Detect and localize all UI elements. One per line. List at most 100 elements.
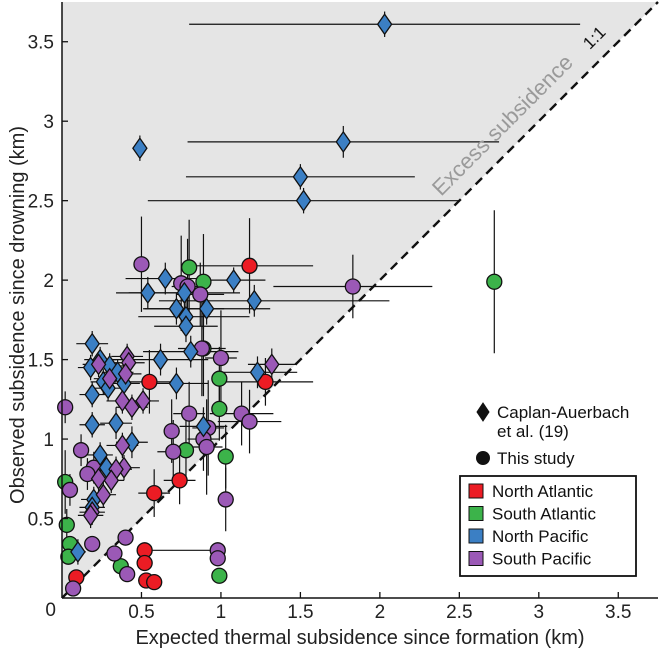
south-atlantic-circle-point <box>211 400 228 418</box>
south-pacific-circle-point <box>57 399 74 416</box>
south-pacific-circle-point <box>241 413 258 430</box>
north-atlantic-circle-point <box>136 554 153 572</box>
y-tick-label: 1.5 <box>28 351 54 372</box>
north-pacific-diamond-point <box>157 267 174 290</box>
south-pacific-circle-point <box>165 443 182 460</box>
south-pacific-circle-point <box>163 422 180 440</box>
south-atlantic-circle-point <box>211 567 228 584</box>
south-pacific-circle-point <box>133 256 150 273</box>
north-pacific-diamond-point <box>132 137 148 160</box>
south-pacific-diamond-point <box>82 504 99 527</box>
north-atlantic-circle-point <box>146 484 163 502</box>
north-pacific-diamond-point <box>225 268 242 292</box>
y-tick-label: 2.5 <box>28 192 54 213</box>
legend-circle-text: This study <box>497 449 575 468</box>
y-tick-label: 1 <box>43 430 54 451</box>
x-axis-label: Expected thermal subsidence since format… <box>135 627 584 649</box>
origin-label: 0 <box>45 600 56 621</box>
south-pacific-diamond-point <box>90 467 107 490</box>
legend-entry-label: North Atlantic <box>492 482 594 501</box>
south-atlantic-circle-point <box>486 273 503 290</box>
south-pacific-circle-point <box>212 349 230 367</box>
south-atlantic-circle-point <box>58 516 75 534</box>
axes: 0.5 1 1.5 2 2.5 3 3.5 0.5 1 1.5 2 2.5 3 3.5 0 <box>28 2 658 623</box>
south-atlantic-circle-point <box>217 448 234 465</box>
south-pacific-circle-point <box>72 442 90 459</box>
north-pacific-diamond-point <box>84 383 100 406</box>
south-pacific-diamond-point <box>103 469 120 492</box>
north-atlantic-circle-point <box>141 373 158 391</box>
south-pacific-circle-point <box>209 550 226 567</box>
south-pacific-diamond-point <box>95 483 112 506</box>
y-tick-label: 3 <box>43 112 54 133</box>
legend-diamond-text: et al. (19) <box>497 422 569 441</box>
north-pacific-diamond-point <box>84 413 100 436</box>
one-to-one-line <box>61 1 659 599</box>
south-pacific-diamond-point <box>101 367 118 390</box>
north-pacific-diamond-point <box>176 281 193 304</box>
legend-swatch <box>468 483 484 499</box>
north-pacific-diamond-point <box>295 189 312 212</box>
x-tick-label: 3.5 <box>605 602 631 623</box>
north-pacific-diamond-point <box>140 281 156 304</box>
x-tick-label: 1.5 <box>287 602 313 623</box>
legend-entry-label: South Atlantic <box>492 505 596 524</box>
south-pacific-circle-point <box>117 529 134 546</box>
legend-diamond-icon <box>476 402 490 422</box>
south-pacific-diamond-point <box>135 389 151 413</box>
north-atlantic-circle-point <box>171 472 188 489</box>
region-legend-box <box>459 475 637 577</box>
north-pacific-diamond-point <box>195 415 212 438</box>
south-pacific-circle-point <box>64 580 82 597</box>
south-pacific-circle-point <box>192 286 209 303</box>
south-pacific-diamond-point <box>117 362 134 386</box>
x-tick-label: 0.5 <box>128 602 154 623</box>
x-tick-label: 2 <box>375 602 386 623</box>
data-points <box>57 13 503 597</box>
north-pacific-diamond-point <box>152 348 169 371</box>
y-tick-label: 2 <box>43 271 54 292</box>
north-pacific-diamond-point <box>335 130 352 153</box>
north-pacific-diamond-point <box>70 540 86 564</box>
south-pacific-circle-point <box>61 481 79 499</box>
x-tick-label: 1 <box>216 602 227 623</box>
south-pacific-diamond-point <box>90 353 107 376</box>
legend-diamond-text: Caplan-Auerbach <box>497 403 629 422</box>
north-pacific-diamond-point <box>108 412 124 435</box>
north-pacific-diamond-point <box>178 315 194 338</box>
legend-swatch <box>468 551 484 566</box>
north-atlantic-circle-point <box>146 573 163 591</box>
x-tick-label: 2.5 <box>446 602 472 623</box>
north-pacific-diamond-point <box>249 361 266 384</box>
north-pacific-diamond-point <box>182 340 199 363</box>
north-atlantic-circle-point <box>241 257 258 274</box>
north-pacific-diamond-point <box>376 13 393 36</box>
y-tick-label: 3.5 <box>28 33 54 54</box>
north-pacific-diamond-point <box>292 165 309 188</box>
south-pacific-circle-point <box>344 278 361 295</box>
legend-entry-label: South Pacific <box>492 550 592 569</box>
north-pacific-diamond-point <box>168 297 185 320</box>
south-pacific-diamond-point <box>114 434 131 457</box>
south-atlantic-circle-point <box>211 370 228 387</box>
south-pacific-diamond-point <box>263 353 280 376</box>
north-pacific-diamond-point <box>246 289 263 312</box>
south-pacific-circle-point <box>217 491 234 508</box>
south-atlantic-circle-point <box>180 259 198 276</box>
south-pacific-circle-point <box>180 405 198 422</box>
legend-entry-label: North Pacific <box>492 527 589 546</box>
north-pacific-diamond-point <box>198 297 215 320</box>
south-pacific-circle-point <box>84 535 101 553</box>
north-pacific-diamond-point <box>92 443 108 467</box>
legend-swatch <box>468 506 484 521</box>
y-tick-label: 0.5 <box>28 510 54 531</box>
north-pacific-diamond-point <box>168 372 185 395</box>
legend-circle-icon <box>476 451 490 465</box>
y-axis-label: Observed subsidence since drowning (km) <box>7 126 29 504</box>
south-pacific-circle-point <box>119 566 136 583</box>
south-pacific-diamond-point <box>124 396 140 419</box>
south-pacific-circle-point <box>198 438 215 456</box>
south-pacific-circle-point <box>106 545 123 562</box>
